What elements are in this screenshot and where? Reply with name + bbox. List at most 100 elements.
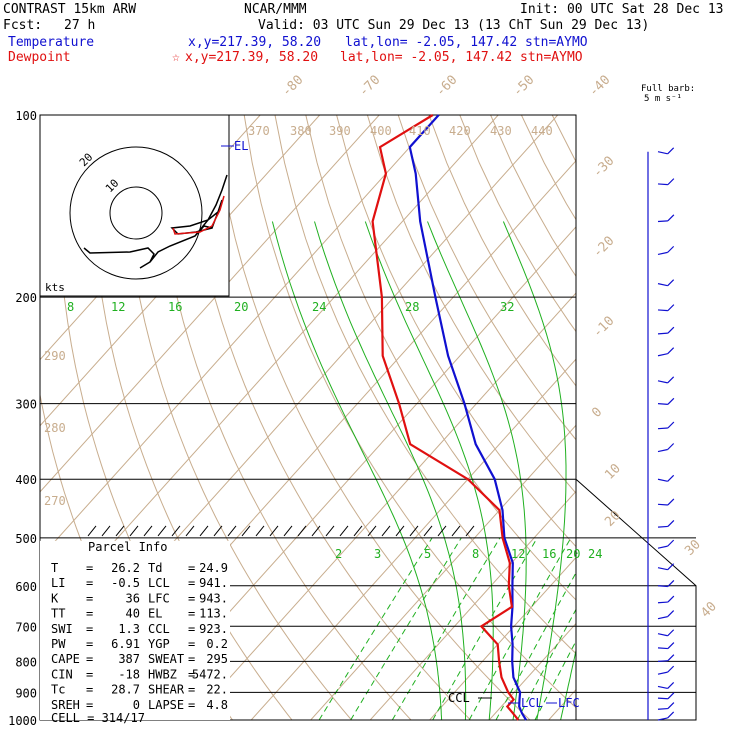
moist-adiabat-label: 16 xyxy=(168,300,182,314)
parcel-info-value-left: -18 xyxy=(118,667,140,681)
parcel-info-eq: = xyxy=(86,667,93,681)
isotherm-label: 20 xyxy=(602,508,624,530)
valid-time: Valid: 03 UTC Sun 29 Dec 13 (13 ChT Sun … xyxy=(258,18,650,33)
isotherm-label: -60 xyxy=(433,73,460,100)
dry-adiabat xyxy=(675,115,740,720)
pressure-tick-label: 600 xyxy=(15,580,37,594)
wind-barb xyxy=(657,567,668,571)
mixing-ratio-label: 24 xyxy=(588,547,602,561)
wind-barb xyxy=(657,545,668,549)
wind-barb-flag xyxy=(667,563,675,571)
freezing-hatch xyxy=(157,525,167,537)
parcel-info-eq: = xyxy=(188,637,195,651)
sounding-profiles: EL CCL LCL LFC xyxy=(221,114,580,721)
wind-barb xyxy=(657,448,668,453)
parcel-info-value-left: 36 xyxy=(126,591,140,605)
wind-barb xyxy=(657,660,668,662)
theta-label: 380 xyxy=(290,124,312,138)
parcel-info-value-left: -0.5 xyxy=(111,576,140,590)
moist-adiabat xyxy=(427,221,527,720)
moist-adiabat xyxy=(271,221,443,720)
wind-barb xyxy=(657,503,668,506)
parcel-info-value-right: 941. xyxy=(199,576,228,590)
wind-barb-flag xyxy=(667,702,675,710)
wind-barb-flag xyxy=(667,147,675,155)
isotherm-line xyxy=(40,115,380,493)
theta-label: 420 xyxy=(449,124,471,138)
barb-scale-line2: 5 m s⁻¹ xyxy=(644,94,682,104)
dewpoint-station: stn=AYMO xyxy=(520,50,583,65)
freezing-hatch xyxy=(311,525,321,537)
wind-barb xyxy=(657,616,668,620)
parcel-info-eq: = xyxy=(86,652,93,666)
theta-label: 390 xyxy=(329,124,351,138)
parcel-info-value-right: 24.9 xyxy=(199,561,228,575)
pressure-tick-label: 800 xyxy=(15,655,37,669)
wind-barb-flag xyxy=(667,214,675,222)
freezing-hatch xyxy=(395,525,405,537)
theta-label: 290 xyxy=(44,349,66,363)
freezing-hatch xyxy=(101,525,111,537)
wind-barb-flag xyxy=(667,682,675,689)
parcel-info-label-left: SREH xyxy=(51,698,80,712)
isotherm-line xyxy=(40,115,440,559)
parcel-info-value-right: 4.8 xyxy=(206,698,228,712)
wind-barb xyxy=(657,183,668,186)
freezing-hatch xyxy=(423,525,433,537)
isotherm-label: -10 xyxy=(590,314,617,341)
wind-barb-flag xyxy=(667,610,675,618)
freezing-hatch xyxy=(241,525,251,537)
parcel-info-label-left: SWI xyxy=(51,622,73,636)
wind-barb xyxy=(657,633,668,637)
parcel-info-value-left: 0 xyxy=(133,698,140,712)
isotherm-label: 0 xyxy=(589,405,605,421)
hodograph-units: kts xyxy=(45,281,65,294)
dry-adiabat xyxy=(274,115,576,655)
mixing-ratio-line xyxy=(495,571,576,720)
moist-adiabat-label: 24 xyxy=(312,300,326,314)
parcel-info-label-left: LI xyxy=(51,576,65,590)
wind-barb-flag xyxy=(667,474,675,482)
wind-barb-flag xyxy=(667,245,675,253)
theta-label: 400 xyxy=(370,124,392,138)
mixing-ratio-line xyxy=(516,608,576,720)
wind-barb-flag xyxy=(667,629,675,637)
parcel-info-label-right: LCL xyxy=(148,576,170,590)
isotherm-label: -30 xyxy=(590,154,617,181)
isotherm-line xyxy=(727,115,740,720)
isotherm-line xyxy=(548,688,576,720)
isotherm-label: -70 xyxy=(356,73,383,100)
mixing-ratio-line xyxy=(391,537,501,720)
parcel-info-value-left: 26.2 xyxy=(111,561,140,575)
wind-barb-flag xyxy=(667,692,675,700)
parcel-info-eq: = xyxy=(86,637,93,651)
moist-adiabat-label: 12 xyxy=(111,300,125,314)
parcel-info-label-right: HWBZ xyxy=(148,667,177,681)
parcel-info-eq: = xyxy=(188,667,195,681)
freezing-hatch xyxy=(227,525,237,537)
theta-label: 280 xyxy=(44,421,66,435)
parcel-info-label-left: Tc xyxy=(51,683,65,697)
wind-barb xyxy=(657,309,668,312)
parcel-info-title: Parcel Info xyxy=(88,540,167,554)
level-annotation-lfc: LFC xyxy=(558,696,580,710)
init-time: Init: 00 UTC Sat 28 Dec 13 xyxy=(520,2,724,17)
isotherm-label: -80 xyxy=(279,73,306,100)
model-title: CONTRAST 15km ARW xyxy=(3,2,137,17)
wind-barb-flag xyxy=(667,421,675,429)
plot-frame xyxy=(39,114,577,721)
wind-barb xyxy=(657,585,668,588)
dewpoint-legend: Dewpoint xyxy=(8,50,71,65)
lower-extension-frame xyxy=(575,478,697,721)
dry-adiabat xyxy=(397,115,576,441)
dewpoint-latlon: lat,lon= -2.05, 147.42 xyxy=(340,50,513,65)
moist-adiabat xyxy=(364,221,494,720)
parcel-info-eq: = xyxy=(86,607,93,621)
isotherm-label: 30 xyxy=(682,537,704,559)
freezing-hatch xyxy=(297,525,307,537)
dewpoint-xy: x,y=217.39, 58.20 xyxy=(185,50,319,65)
freezing-hatch xyxy=(409,525,419,537)
fcst-label: Fcst: xyxy=(3,18,43,33)
